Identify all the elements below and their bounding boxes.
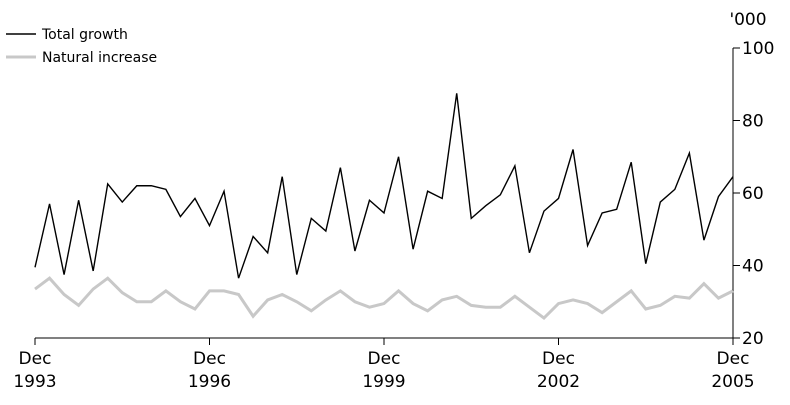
- legend: Total growth Natural increase: [6, 27, 157, 66]
- x-tick-label-year: 2002: [537, 372, 580, 392]
- x-tick-label-month: Dec: [19, 349, 52, 369]
- y-axis: 20 40 60 80 100: [733, 39, 774, 349]
- x-tick-label-year: 1999: [362, 372, 405, 392]
- y-tick-label: 60: [742, 184, 764, 204]
- y-tick-label: 80: [742, 112, 764, 132]
- x-tick-label-year: 1996: [188, 372, 231, 392]
- legend-label-natural-increase: Natural increase: [42, 50, 157, 66]
- legend-label-total-growth: Total growth: [41, 27, 128, 43]
- x-tick-label-month: Dec: [542, 349, 575, 369]
- x-tick-label-month: Dec: [368, 349, 401, 369]
- x-tick-label-year: 1993: [13, 372, 56, 392]
- x-tick-label-month: Dec: [717, 349, 750, 369]
- y-tick-label: 20: [742, 329, 764, 349]
- x-tick-label-year: 2005: [711, 372, 754, 392]
- series-line-natural-increase: [34, 276, 734, 321]
- series-line-total-growth: [34, 93, 734, 279]
- y-tick-label: 100: [742, 39, 774, 59]
- x-tick-label-month: Dec: [193, 349, 226, 369]
- x-axis: Dec 1993 Dec 1996 Dec 1999 Dec 2002 Dec 2005: [13, 338, 755, 392]
- y-axis-unit-label: '000: [729, 10, 766, 30]
- y-tick-label: 40: [742, 257, 764, 277]
- series-layer: [34, 93, 734, 321]
